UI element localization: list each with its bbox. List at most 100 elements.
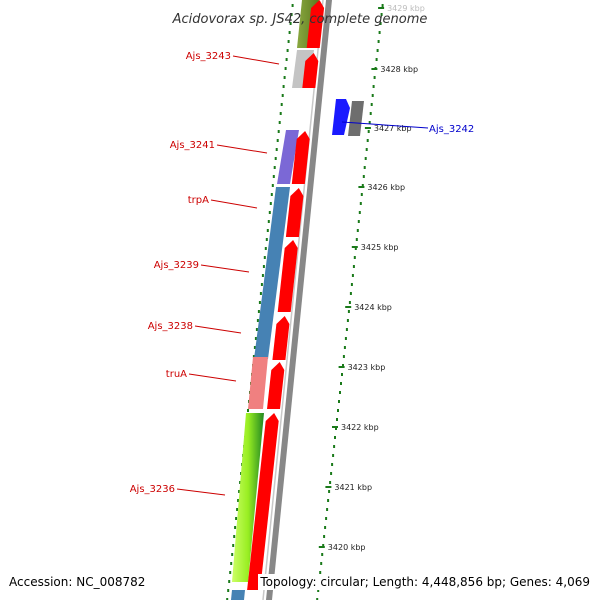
- boundary-dot-left: [278, 121, 281, 124]
- gene-leader-line: [194, 325, 242, 334]
- boundary-dot-left: [284, 67, 287, 70]
- boundary-dot-right: [340, 382, 342, 385]
- boundary-dot-right: [349, 292, 352, 295]
- scale-tick-mark: [338, 366, 345, 368]
- scale-tick-label: 3424 kbp: [354, 303, 392, 312]
- boundary-dot-right: [326, 508, 329, 511]
- scale-tick-mark: [351, 246, 358, 248]
- cds-arrow: [247, 413, 279, 590]
- boundary-dot-right: [365, 148, 368, 151]
- genome-title: Acidovorax sp. JS42, complete genome: [172, 12, 428, 27]
- boundary-dot-left: [253, 346, 256, 349]
- boundary-dot-left: [287, 40, 290, 43]
- boundary-dot-right: [351, 274, 354, 277]
- boundary-dot-right: [372, 85, 375, 88]
- boundary-dot-left: [276, 139, 279, 142]
- boundary-dot-right: [380, 13, 383, 16]
- gene-leader-line: [210, 199, 258, 209]
- boundary-dot-left: [275, 148, 278, 151]
- boundary-dot-left: [233, 535, 236, 538]
- gene-leader-line: [232, 55, 280, 65]
- boundary-dot-left: [262, 265, 265, 268]
- gene-labels: Ajs_3243 Ajs_3242 Ajs_3241 trpA Ajs_3239 Ajs_…: [130, 51, 474, 496]
- boundary-dot-right: [364, 157, 367, 160]
- boundary-dot-left: [271, 184, 274, 187]
- gene-block-trua: [248, 357, 268, 409]
- boundary-dot-right: [354, 247, 357, 250]
- boundary-dot-right: [357, 220, 360, 223]
- boundary-dot-left: [286, 49, 289, 52]
- boundary-dot-right: [319, 571, 322, 574]
- gene-label: Ajs_3243: [186, 51, 231, 62]
- boundary-dot-left: [283, 76, 286, 79]
- boundary-dot-left: [236, 508, 239, 511]
- boundary-dot-left: [269, 202, 272, 205]
- boundary-dot-left: [228, 580, 231, 583]
- scale-tick-mark: [318, 546, 325, 548]
- boundary-dot-right: [329, 481, 332, 484]
- boundary-dot-right: [353, 256, 356, 259]
- scale-tick-label: 3427 kbp: [374, 124, 412, 133]
- boundary-dot-left: [268, 211, 271, 214]
- boundary-dot-right: [337, 409, 339, 412]
- boundary-dot-right: [371, 94, 374, 97]
- boundary-dot-right: [334, 436, 336, 439]
- boundary-dot-left: [254, 337, 257, 340]
- boundary-dot-right: [363, 166, 366, 169]
- boundary-dot-right: [355, 238, 358, 241]
- gene-block-ajs-3242: [332, 99, 350, 135]
- gene-block-bottom-blue: [231, 590, 245, 600]
- boundary-dot-right: [321, 553, 324, 556]
- boundary-dot-right: [330, 472, 333, 475]
- boundary-dot-right: [331, 463, 334, 466]
- scale-tick-label: 3420 kbp: [328, 543, 366, 552]
- scale-tick-label: 3422 kbp: [341, 423, 379, 432]
- boundary-dot-right: [316, 598, 319, 600]
- boundary-dot-right: [375, 58, 378, 61]
- gene-label: Ajs_3241: [170, 140, 215, 151]
- boundary-dot-right: [377, 40, 380, 43]
- boundary-dot-left: [230, 562, 233, 565]
- boundary-dot-right: [376, 49, 379, 52]
- cds-arrow: [306, 0, 325, 48]
- boundary-dot-left: [238, 490, 241, 493]
- boundary-dot-right: [359, 202, 362, 205]
- boundary-dot-right: [369, 112, 372, 115]
- boundary-dot-left: [229, 571, 232, 574]
- boundary-dot-left: [291, 4, 294, 7]
- boundary-dot-left: [255, 328, 258, 331]
- boundary-dot-right: [352, 265, 355, 268]
- boundary-dot-left: [270, 193, 273, 196]
- boundary-dot-right: [317, 589, 320, 592]
- boundary-dot-right: [346, 319, 349, 322]
- boundary-dot-left: [267, 220, 270, 223]
- boundary-dot-left: [273, 166, 276, 169]
- boundary-dot-left: [258, 301, 261, 304]
- boundary-dot-left: [282, 85, 285, 88]
- boundary-dot-left: [234, 526, 237, 529]
- boundary-dot-right: [370, 103, 373, 106]
- boundary-dot-right: [378, 31, 381, 34]
- boundary-dot-right: [342, 364, 344, 367]
- boundary-dot-right: [367, 130, 370, 133]
- boundary-dot-right: [332, 454, 335, 457]
- boundary-dot-right: [324, 526, 327, 529]
- accession-text: Accession: NC_008782: [9, 575, 145, 589]
- gene-block-ajs-3241: [277, 130, 299, 184]
- boundary-dot-right: [350, 283, 353, 286]
- boundary-dot-left: [285, 58, 288, 61]
- boundary-dot-left: [231, 553, 234, 556]
- gene-leader-line: [200, 264, 250, 273]
- scale-ticks: 3429 kbp 3428 kbp 3427 kbp 3426 kbp 3425 kbp…: [318, 4, 425, 552]
- gene-leader-line: [341, 121, 429, 129]
- cds-arrow: [291, 131, 310, 184]
- gene-block-trpa-ajs-3239-ajs-3238: [254, 187, 290, 359]
- boundary-dot-right: [327, 499, 330, 502]
- boundary-dot-left: [288, 31, 291, 34]
- cds-arrow: [302, 53, 319, 88]
- scale-tick-label: 3425 kbp: [361, 243, 399, 252]
- boundary-dot-left: [266, 229, 269, 232]
- boundary-dot-left: [226, 598, 229, 600]
- gene-block-ajs-3242-cds: [348, 101, 364, 136]
